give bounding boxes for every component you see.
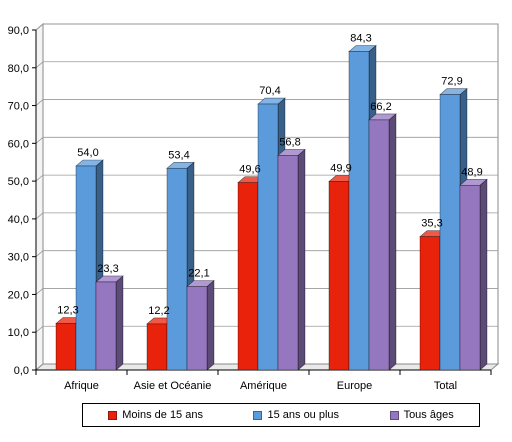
legend: Moins de 15 ans 15 ans ou plus Tous âges (82, 403, 480, 427)
bars (55, 44, 488, 371)
bar-front (419, 236, 441, 371)
data-labels: 12,3 54,0 23,3 12,2 53,4 22,1 49,6 70,4 56,8 49,9… (57, 33, 482, 317)
legend-swatch-1 (253, 410, 263, 420)
bar-front (459, 184, 481, 371)
data-label: 72,9 (441, 76, 462, 88)
bar-front (368, 119, 390, 371)
bar-front (328, 181, 350, 371)
data-label: 35,3 (421, 218, 442, 230)
bar-front (75, 165, 97, 371)
bar-front (257, 103, 279, 371)
data-label: 49,6 (239, 164, 260, 176)
y-tick-label: 20,0 (8, 289, 29, 301)
legend-label-2: Tous âges (403, 409, 454, 421)
bar-2-2 (277, 148, 306, 371)
bar-2-1 (186, 279, 215, 371)
bar-front (55, 323, 77, 371)
bar-side (479, 178, 488, 371)
x-category-label: Total (434, 380, 457, 392)
y-tick-label: 90,0 (8, 25, 29, 37)
legend-swatch-2 (389, 410, 399, 420)
bar-side (206, 279, 215, 371)
side-wall (35, 22, 44, 372)
gridline (35, 174, 498, 182)
bar-front (348, 51, 370, 371)
data-label: 22,1 (188, 268, 209, 280)
legend-item-0: Moins de 15 ans (108, 409, 203, 421)
y-tick-label: 60,0 (8, 138, 29, 150)
bar-2-4 (459, 178, 488, 371)
data-label: 12,3 (57, 305, 78, 317)
gridline (35, 61, 498, 69)
gridline (35, 99, 498, 106)
legend-label-0: Moins de 15 ans (122, 409, 203, 421)
legend-item-1: 15 ans ou plus (253, 409, 339, 421)
y-tick-label: 40,0 (8, 214, 29, 226)
x-category-label: Asie et Océanie (134, 380, 212, 392)
data-label: 54,0 (77, 147, 98, 159)
bar-side (388, 113, 397, 371)
bar-front (186, 286, 208, 371)
data-label: 66,2 (370, 101, 391, 113)
legend-swatch-0 (108, 410, 118, 420)
bar-front (166, 167, 188, 371)
y-tick-label: 0,0 (14, 365, 29, 377)
legend-item-2: Tous âges (389, 409, 454, 421)
y-tick-label: 50,0 (8, 176, 29, 188)
data-label: 70,4 (259, 85, 280, 97)
bar-front (95, 281, 117, 371)
gridline (35, 136, 498, 144)
bar-front (146, 323, 168, 371)
bar-2-0 (95, 275, 124, 371)
y-tick-label: 70,0 (8, 101, 29, 113)
data-label: 84,3 (350, 33, 371, 45)
y-tick-label: 10,0 (8, 327, 29, 339)
bar-side (297, 148, 306, 371)
bar-side (115, 275, 124, 371)
y-tick-label: 80,0 (8, 63, 29, 75)
x-category-label: Amérique (240, 380, 287, 392)
y-axis-tick-labels: 0,0 10,0 20,0 30,0 40,0 50,0 60,0 70,0 80,0 90,0 (8, 25, 29, 377)
x-axis-category-labels: Afrique Asie et Océanie Amérique Europe Tota… (64, 380, 457, 392)
x-category-label: Europe (337, 380, 372, 392)
data-label: 48,9 (461, 166, 482, 178)
data-label: 56,8 (279, 136, 300, 148)
data-label: 12,2 (148, 305, 169, 317)
data-label: 53,4 (168, 149, 189, 161)
bar-front (237, 182, 259, 371)
gridline (35, 23, 498, 31)
bar-chart: 0,010,020,030,040,050,060,070,080,090,0 … (8, 22, 500, 392)
bar-front (439, 94, 461, 371)
bar-2-3 (368, 113, 397, 371)
legend-label-1: 15 ans ou plus (267, 409, 340, 421)
bar-front (277, 155, 299, 371)
x-category-label: Afrique (64, 380, 99, 392)
y-tick-label: 30,0 (8, 252, 29, 264)
data-label: 23,3 (97, 263, 118, 275)
data-label: 49,9 (330, 162, 351, 174)
